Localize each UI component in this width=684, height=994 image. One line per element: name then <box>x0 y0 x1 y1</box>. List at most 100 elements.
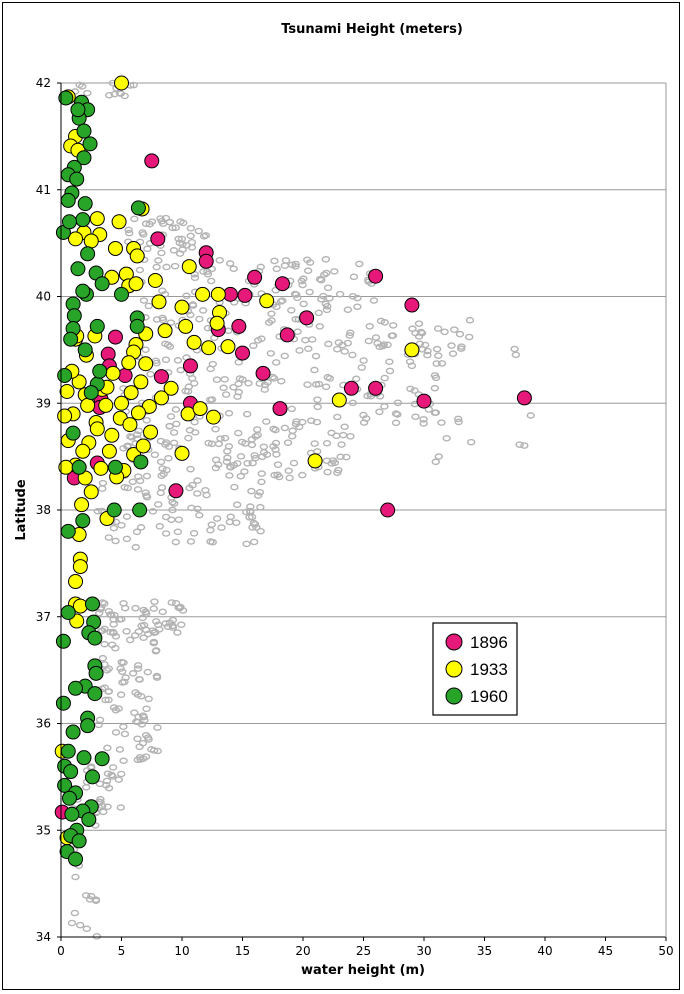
point-1960 <box>63 764 79 780</box>
background-point <box>124 226 133 234</box>
background-point <box>317 276 326 284</box>
background-point <box>362 415 371 422</box>
background-point <box>217 524 226 531</box>
background-point <box>375 343 384 351</box>
background-point <box>143 668 152 676</box>
background-point <box>238 376 247 383</box>
background-point <box>353 294 362 302</box>
background-point <box>161 356 171 364</box>
background-point <box>236 472 245 480</box>
background-point <box>305 259 315 266</box>
background-point <box>254 492 263 499</box>
point-1960 <box>55 695 71 711</box>
point-1960 <box>84 596 100 612</box>
point-1933 <box>147 272 163 288</box>
background-point <box>321 300 330 308</box>
background-point <box>247 441 257 449</box>
background-point <box>410 387 419 394</box>
background-point <box>120 730 130 738</box>
background-point <box>131 543 140 551</box>
background-point <box>335 290 345 298</box>
background-point <box>136 524 146 531</box>
background-point <box>186 232 195 240</box>
background-point <box>150 451 160 459</box>
background-point <box>82 925 92 933</box>
background-point <box>133 665 143 672</box>
background-point <box>242 508 251 516</box>
point-1933 <box>93 460 109 476</box>
background-point <box>213 461 223 468</box>
background-point <box>455 330 465 338</box>
background-point <box>206 526 215 534</box>
background-point <box>111 633 121 640</box>
background-point <box>190 380 199 387</box>
background-point <box>109 629 118 637</box>
background-point <box>215 256 224 264</box>
background-point <box>190 418 199 426</box>
background-point <box>311 352 321 360</box>
background-point <box>465 316 475 324</box>
background-point <box>98 479 108 487</box>
background-point <box>107 611 116 619</box>
background-point <box>365 322 374 330</box>
x-tick-label: 10 <box>174 944 189 958</box>
background-point <box>133 691 142 698</box>
background-point <box>130 215 139 223</box>
point-1896 <box>380 502 396 518</box>
background-point <box>251 454 260 462</box>
background-point <box>169 439 179 447</box>
background-point <box>434 352 443 359</box>
background-point <box>323 468 332 476</box>
point-1933 <box>68 231 84 247</box>
background-point <box>133 431 142 438</box>
background-point <box>340 348 349 355</box>
background-point <box>95 716 105 724</box>
point-1960 <box>57 367 73 383</box>
point-1960 <box>76 123 92 139</box>
point-1933 <box>174 445 190 461</box>
point-1933 <box>57 408 73 424</box>
background-point <box>114 776 124 783</box>
background-point <box>187 504 196 512</box>
background-point <box>321 383 331 391</box>
background-point <box>242 410 252 418</box>
point-1896 <box>279 327 295 343</box>
background-point <box>299 275 308 283</box>
point-1896 <box>368 268 384 284</box>
point-1896 <box>168 483 184 499</box>
background-point <box>433 325 443 332</box>
background-point <box>87 892 96 900</box>
legend-marker-1896 <box>445 633 463 651</box>
point-1933 <box>107 240 123 256</box>
background-point <box>104 784 114 792</box>
background-point <box>256 263 265 271</box>
background-point <box>138 229 147 236</box>
background-point <box>148 508 158 515</box>
background-point <box>103 803 112 811</box>
background-point <box>249 538 259 546</box>
y-tick-label: 38 <box>36 503 51 517</box>
background-point <box>78 83 87 90</box>
background-point <box>122 628 131 635</box>
background-point <box>440 328 449 336</box>
background-point <box>293 294 302 302</box>
background-point <box>411 413 420 421</box>
background-point <box>246 503 255 510</box>
background-point <box>98 654 108 662</box>
point-1933 <box>98 397 114 413</box>
background-point <box>115 746 125 753</box>
background-point <box>312 418 322 426</box>
background-point <box>189 529 199 537</box>
y-tick-label: 41 <box>36 183 51 197</box>
point-1933 <box>178 318 194 334</box>
background-point <box>175 250 185 257</box>
background-point <box>170 500 179 507</box>
point-1933 <box>259 293 275 309</box>
background-point <box>166 413 176 420</box>
background-point <box>245 514 254 521</box>
background-point <box>305 288 314 296</box>
background-point <box>156 458 166 466</box>
background-point <box>255 489 265 496</box>
background-point <box>315 323 325 330</box>
point-1960 <box>77 342 93 358</box>
